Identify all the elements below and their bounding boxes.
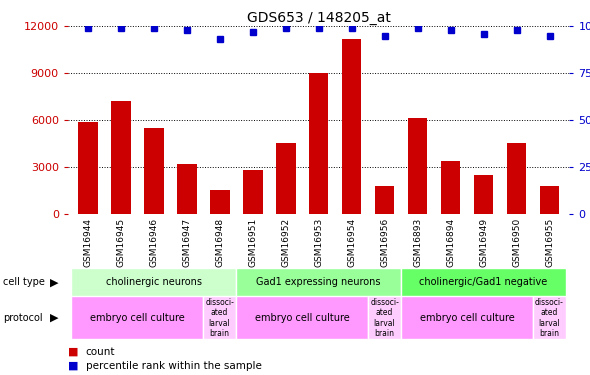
Bar <box>401 268 566 296</box>
Text: GSM16956: GSM16956 <box>380 218 389 267</box>
Bar <box>236 296 368 339</box>
Bar <box>111 101 130 214</box>
Text: ■: ■ <box>68 347 78 357</box>
Text: dissoci-
ated
larval
brain: dissoci- ated larval brain <box>370 298 399 338</box>
Bar <box>71 268 236 296</box>
Title: GDS653 / 148205_at: GDS653 / 148205_at <box>247 11 391 25</box>
Bar <box>309 73 329 214</box>
Text: GSM16949: GSM16949 <box>479 218 488 267</box>
Text: cholinergic neurons: cholinergic neurons <box>106 277 202 287</box>
Text: count: count <box>86 347 115 357</box>
Text: GSM16948: GSM16948 <box>215 218 224 267</box>
Bar <box>242 170 263 214</box>
Bar <box>144 128 163 214</box>
Bar <box>177 164 196 214</box>
Bar <box>507 144 526 214</box>
Text: embryo cell culture: embryo cell culture <box>90 313 185 323</box>
Text: ▶: ▶ <box>50 277 58 287</box>
Bar <box>368 296 401 339</box>
Bar <box>408 118 428 214</box>
Bar <box>533 296 566 339</box>
Text: GSM16944: GSM16944 <box>83 218 92 267</box>
Text: dissoci-
ated
larval
brain: dissoci- ated larval brain <box>535 298 564 338</box>
Bar <box>209 190 230 214</box>
Text: GSM16953: GSM16953 <box>314 218 323 267</box>
Bar <box>276 144 296 214</box>
Text: GSM16950: GSM16950 <box>512 218 521 267</box>
Text: cell type: cell type <box>3 277 45 287</box>
Bar <box>474 175 493 214</box>
Bar <box>236 268 401 296</box>
Text: GSM16894: GSM16894 <box>446 218 455 267</box>
Text: protocol: protocol <box>3 313 42 323</box>
Text: ■: ■ <box>68 361 78 371</box>
Text: GSM16955: GSM16955 <box>545 218 554 267</box>
Text: embryo cell culture: embryo cell culture <box>419 313 514 323</box>
Text: ▶: ▶ <box>50 313 58 323</box>
Text: GSM16947: GSM16947 <box>182 218 191 267</box>
Text: GSM16893: GSM16893 <box>413 218 422 267</box>
Text: percentile rank within the sample: percentile rank within the sample <box>86 361 261 371</box>
Text: GSM16954: GSM16954 <box>347 218 356 267</box>
Text: GSM16945: GSM16945 <box>116 218 125 267</box>
Bar <box>78 122 97 214</box>
Bar <box>401 296 533 339</box>
Text: GSM16951: GSM16951 <box>248 218 257 267</box>
Bar <box>203 296 236 339</box>
Text: GSM16946: GSM16946 <box>149 218 158 267</box>
Bar <box>71 296 203 339</box>
Text: dissoci-
ated
larval
brain: dissoci- ated larval brain <box>205 298 234 338</box>
Bar <box>342 39 362 214</box>
Text: embryo cell culture: embryo cell culture <box>255 313 349 323</box>
Bar <box>441 160 460 214</box>
Text: Gad1 expressing neurons: Gad1 expressing neurons <box>256 277 381 287</box>
Text: cholinergic/Gad1 negative: cholinergic/Gad1 negative <box>419 277 548 287</box>
Bar <box>375 186 395 214</box>
Bar <box>540 186 559 214</box>
Text: GSM16952: GSM16952 <box>281 218 290 267</box>
